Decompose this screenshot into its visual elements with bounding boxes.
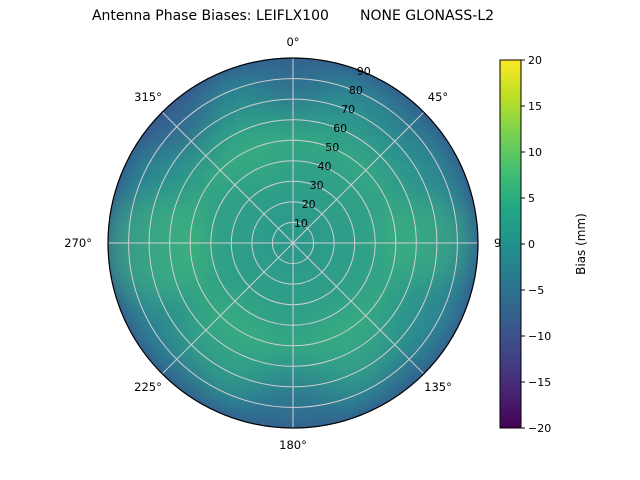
colorbar-tick-labels: 20 15 10 5 0 −5 −10 −15 −20 <box>528 54 551 435</box>
radial-tick-20: 20 <box>302 198 316 211</box>
colorbar-tick-m20: −20 <box>528 422 551 435</box>
colorbar: 20 15 10 5 0 −5 −10 −15 −20 Bias (mm) <box>499 54 588 435</box>
radial-tick-90: 90 <box>357 65 371 78</box>
colorbar-tick-5: 5 <box>528 192 535 205</box>
chart-title: Antenna Phase Biases: LEIFLX100 NONE GLO… <box>91 8 495 24</box>
colorbar-tick-m10: −10 <box>528 330 551 343</box>
colorbar-gradient <box>499 59 522 429</box>
azimuth-label-0: 0° <box>286 35 299 49</box>
colorbar-tick-20: 20 <box>528 54 542 67</box>
azimuth-gridlines <box>108 58 478 428</box>
colorbar-ticks <box>521 59 525 429</box>
colorbar-tick-0: 0 <box>528 238 535 251</box>
colorbar-tick-m15: −15 <box>528 376 551 389</box>
polar-plot: 10 20 30 40 50 60 70 80 90 0° 45° 90 135… <box>64 35 508 452</box>
radial-tick-70: 70 <box>341 103 355 116</box>
radial-tick-40: 40 <box>318 160 332 173</box>
azimuth-label-315: 315° <box>134 90 162 104</box>
radial-tick-80: 80 <box>349 84 363 97</box>
azimuth-tick-labels: 0° 45° 90 135° 180° 225° 270° 315° <box>64 35 508 452</box>
azimuth-label-180: 180° <box>279 438 307 452</box>
azimuth-label-45: 45° <box>428 90 448 104</box>
radial-tick-60: 60 <box>333 122 347 135</box>
colorbar-tick-m5: −5 <box>528 284 544 297</box>
radial-tick-50: 50 <box>325 141 339 154</box>
radial-tick-labels: 10 20 30 40 50 60 70 80 90 <box>294 65 371 230</box>
radial-tick-30: 30 <box>310 179 324 192</box>
azimuth-label-135: 135° <box>424 380 452 394</box>
radial-tick-10: 10 <box>294 217 308 230</box>
colorbar-axis-label: Bias (mm) <box>574 213 588 275</box>
polar-spine <box>107 57 479 429</box>
colorbar-tick-15: 15 <box>528 100 542 113</box>
colorbar-tick-10: 10 <box>528 146 542 159</box>
azimuth-label-270: 270° <box>64 236 92 250</box>
azimuth-label-225: 225° <box>134 380 162 394</box>
